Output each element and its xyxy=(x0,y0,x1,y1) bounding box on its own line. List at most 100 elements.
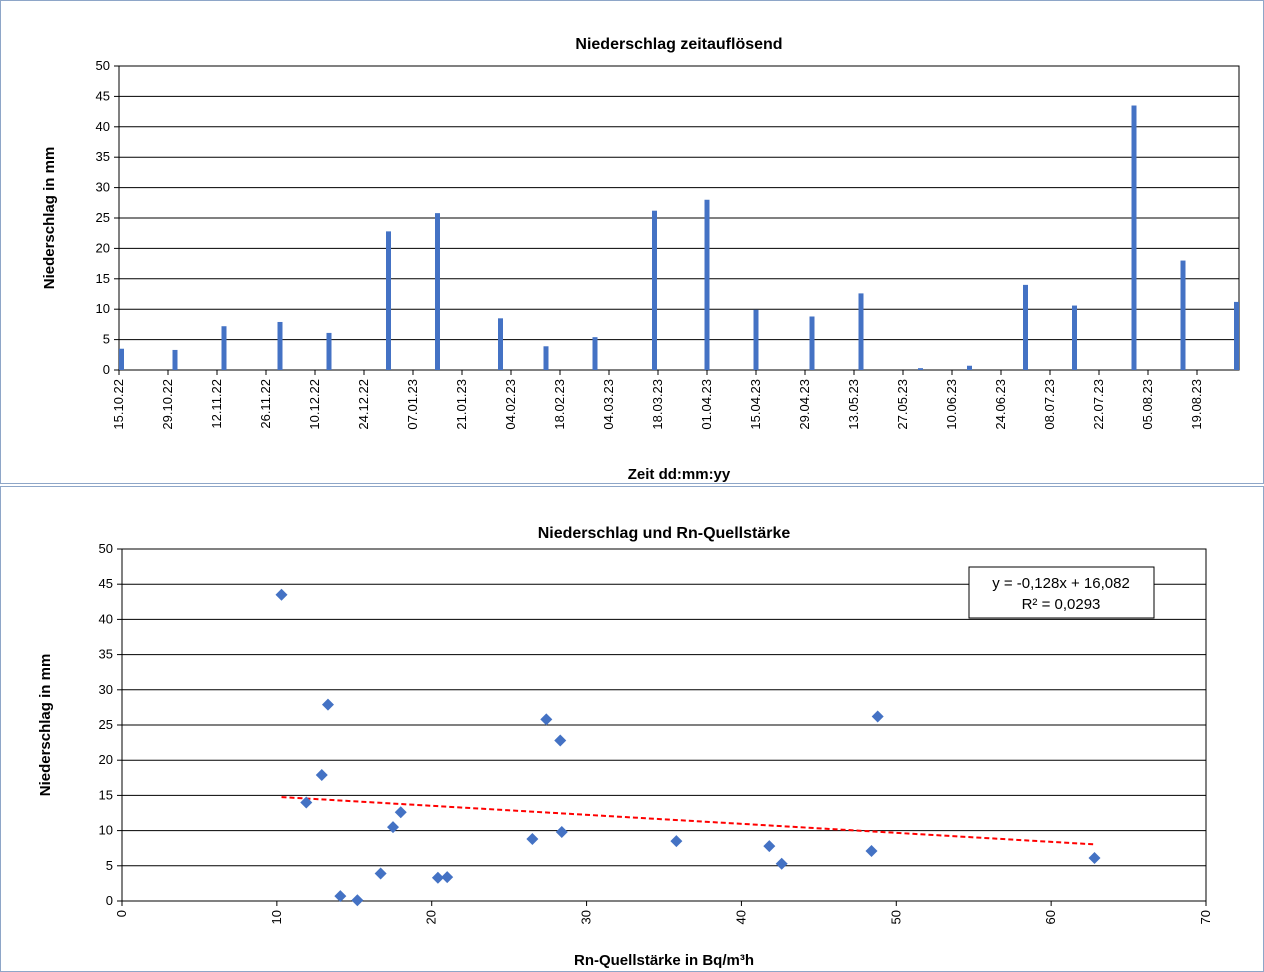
y-axis-title-2: Niederschlag in mm xyxy=(37,654,54,797)
y-tick-label-2: 35 xyxy=(99,647,113,662)
bar xyxy=(386,231,391,370)
y-tick-label-2: 5 xyxy=(106,858,113,873)
x-tick-label-1: 04.02.23 xyxy=(503,379,518,430)
y-tick-label-1: 45 xyxy=(96,88,110,103)
x-tick-label-1: 18.03.23 xyxy=(650,379,665,430)
y-tick-label-1: 30 xyxy=(96,180,110,195)
scatter-point xyxy=(871,710,884,723)
bar xyxy=(652,210,657,370)
bar xyxy=(543,346,549,370)
x-tick-label-1: 24.06.23 xyxy=(993,379,1008,430)
bar xyxy=(1131,105,1137,371)
scatter-point xyxy=(555,826,568,839)
x-tick-label-1: 04.03.23 xyxy=(601,379,616,430)
bar xyxy=(753,309,759,370)
x-tick-label-1: 08.07.23 xyxy=(1042,379,1057,430)
chart-title-2: Niederschlag und Rn-Quellstärke xyxy=(538,525,791,542)
x-tick-label-2: 50 xyxy=(888,910,903,924)
trendline-equation: y = -0,128x + 16,082 xyxy=(992,575,1130,592)
x-tick-label-2: 0 xyxy=(114,910,129,917)
x-tick-label-2: 30 xyxy=(579,910,594,924)
bar xyxy=(1234,301,1239,370)
trendline-r-squared: R² = 0,0293 xyxy=(1022,596,1101,613)
y-tick-label-2: 20 xyxy=(99,752,113,767)
x-tick-label-1: 29.04.23 xyxy=(797,379,812,430)
x-tick-label-2: 70 xyxy=(1198,910,1213,924)
precipitation-radon-chart-panel: 0 5 10 15 20 25 30 35 40 45 50 0 10 20 30 40 50 60 70 y = -… xyxy=(0,486,1264,972)
chart-title-1: Niederschlag zeitauflösend xyxy=(575,36,782,53)
scatter-point xyxy=(431,871,444,884)
bar xyxy=(1072,305,1077,370)
x-tick-label-1: 10.06.23 xyxy=(944,379,959,430)
scatter-point xyxy=(351,894,364,907)
x-tick-label-1: 19.08.23 xyxy=(1189,379,1204,430)
bar xyxy=(967,365,972,370)
x-tick-label-1: 05.08.23 xyxy=(1140,379,1155,430)
x-tick-label-2: 20 xyxy=(424,910,439,924)
bar xyxy=(1180,260,1186,370)
precipitation-radon-scatter-chart: 0 5 10 15 20 25 30 35 40 45 50 0 10 20 30 40 50 60 70 y = -… xyxy=(37,525,1213,969)
scatter-point xyxy=(315,768,328,781)
x-tick-label-1: 13.05.23 xyxy=(846,379,861,430)
x-tick-label-1: 10.12.22 xyxy=(307,379,322,430)
y-tick-label-1: 50 xyxy=(96,58,110,73)
y-tick-label-1: 25 xyxy=(96,210,110,225)
scatter-point xyxy=(1088,852,1101,865)
bar xyxy=(704,199,710,370)
y-tick-label-2: 40 xyxy=(99,611,113,626)
x-tick-label-1: 01.04.23 xyxy=(699,379,714,430)
trendline xyxy=(281,796,1095,846)
y-tick-label-2: 0 xyxy=(106,893,113,908)
bar xyxy=(498,318,503,370)
x-tick-label-1: 07.01.23 xyxy=(405,379,420,430)
y-axis-title-1: Niederschlag in mm xyxy=(41,147,58,290)
bar xyxy=(858,293,864,370)
bar xyxy=(277,321,283,370)
x-tick-label-1: 29.10.22 xyxy=(160,379,175,430)
scatter-point xyxy=(670,835,683,848)
y-tick-label-1: 40 xyxy=(96,119,110,134)
y-tick-label-1: 0 xyxy=(103,362,110,377)
y-tick-label-2: 25 xyxy=(99,717,113,732)
scatter-point xyxy=(441,871,454,884)
bar xyxy=(1023,284,1028,370)
y-tick-label-1: 10 xyxy=(96,301,110,316)
x-tick-label-1: 21.01.23 xyxy=(454,379,469,430)
scatter-point xyxy=(300,796,313,809)
precipitation-time-chart-panel: 0 5 10 15 20 25 30 35 40 45 50 15.10.22 29.10.22 12.1… xyxy=(0,0,1264,484)
x-tick-label-1: 15.10.22 xyxy=(111,379,126,430)
bar xyxy=(809,316,815,370)
scatter-point xyxy=(540,713,553,726)
x-axis-title-2: Rn-Quellstärke in Bq/m³h xyxy=(574,952,754,969)
bar xyxy=(918,368,923,370)
x-tick-label-2: 40 xyxy=(733,910,748,924)
y-tick-label-1: 5 xyxy=(103,332,110,347)
x-tick-label-2: 10 xyxy=(269,910,284,924)
bar xyxy=(172,349,178,370)
scatter-point xyxy=(865,845,878,858)
scatter-point xyxy=(526,833,539,846)
scatter-point xyxy=(321,698,334,711)
x-tick-label-1: 26.11.22 xyxy=(258,379,273,429)
x-axis-title-1: Zeit dd:mm:yy xyxy=(628,466,731,483)
y-tick-label-2: 50 xyxy=(99,541,113,556)
trendline-equation-box xyxy=(968,566,1155,619)
y-tick-label-1: 20 xyxy=(96,240,110,255)
bar xyxy=(592,337,598,370)
y-tick-label-2: 15 xyxy=(99,787,113,802)
y-tick-label-1: 35 xyxy=(96,149,110,164)
bar xyxy=(435,213,440,370)
scatter-point xyxy=(387,821,399,834)
scatter-point xyxy=(394,806,407,819)
y-tick-label-1: 15 xyxy=(96,271,110,286)
scatter-point xyxy=(334,890,347,903)
y-tick-label-2: 45 xyxy=(99,576,113,591)
x-tick-label-2: 60 xyxy=(1043,910,1058,924)
x-tick-label-1: 27.05.23 xyxy=(895,379,910,430)
bar xyxy=(326,332,332,370)
precipitation-time-chart: 0 5 10 15 20 25 30 35 40 45 50 15.10.22 29.10.22 12.1… xyxy=(41,36,1240,483)
x-tick-label-1: 18.02.23 xyxy=(552,379,567,430)
y-tick-label-2: 10 xyxy=(99,823,113,838)
y-tick-label-2: 30 xyxy=(99,682,113,697)
scatter-point xyxy=(374,867,387,880)
